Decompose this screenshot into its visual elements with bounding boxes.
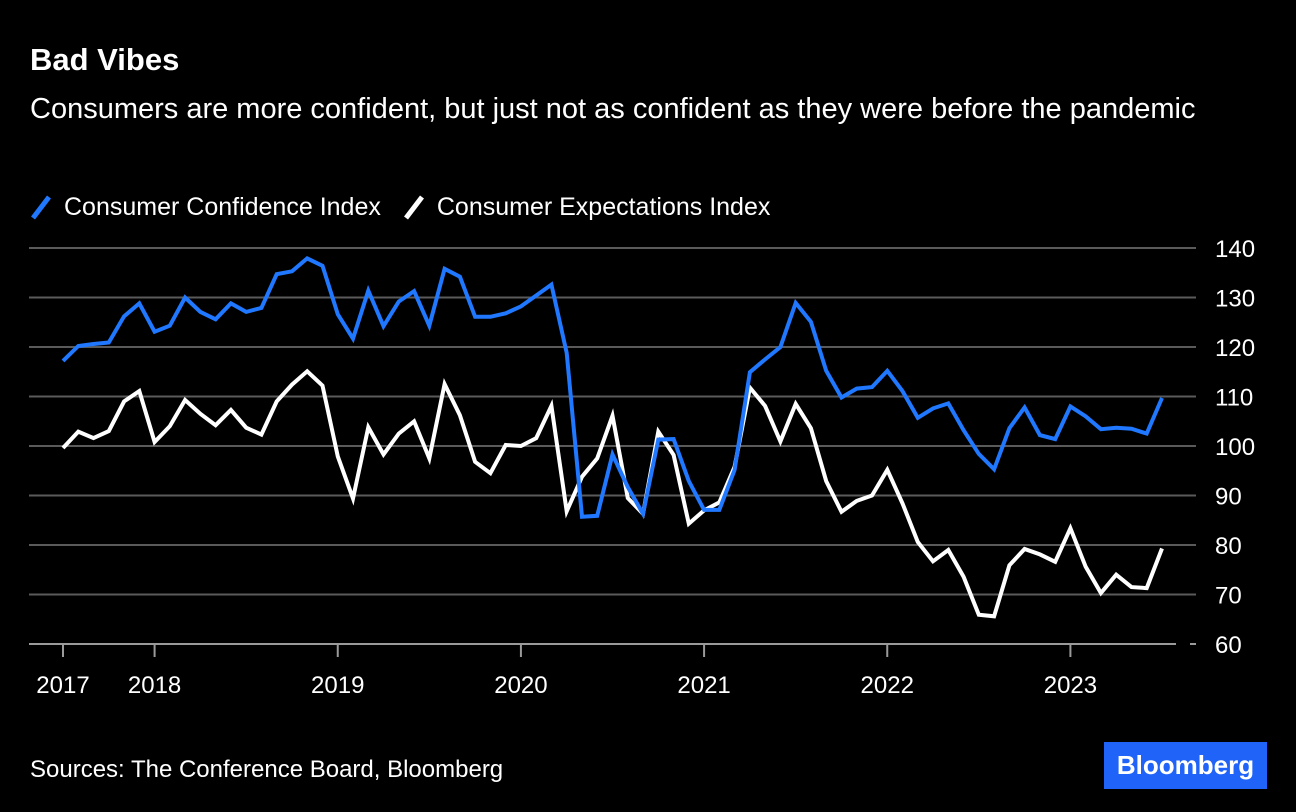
- legend-swatch-confidence: [31, 195, 51, 220]
- x-tick-label: 2022: [861, 672, 914, 699]
- x-tick-label: 2020: [494, 672, 547, 699]
- x-tick-label: 2023: [1044, 672, 1097, 699]
- x-tick-label: 2021: [677, 672, 730, 699]
- y-tick-label: 60: [1215, 632, 1242, 659]
- x-tick-label: 2018: [128, 672, 181, 699]
- y-tick-label: 70: [1215, 583, 1242, 610]
- chart-title: Bad Vibes: [30, 42, 180, 77]
- source-note: Sources: The Conference Board, Bloomberg: [30, 756, 504, 783]
- y-tick-label: 100: [1215, 434, 1255, 461]
- x-tick-label: 2017: [36, 672, 89, 699]
- chart-subtitle: Consumers are more confident, but just n…: [30, 93, 1196, 125]
- legend-label-expectations: Consumer Expectations Index: [436, 192, 771, 221]
- legend-item-expectations: Consumer Expectations Index: [403, 192, 771, 222]
- x-tick-label: 2019: [311, 672, 364, 699]
- y-tick-label: 110: [1215, 385, 1253, 412]
- y-tick-label: 90: [1215, 484, 1242, 511]
- legend-label-confidence: Consumer Confidence Index: [64, 192, 381, 221]
- series-line-consumer-expectations: [61, 368, 1164, 619]
- bloomberg-logo: Bloomberg: [1104, 742, 1267, 789]
- legend-item-confidence: Consumer Confidence Index: [30, 192, 381, 222]
- y-tick-label: 130: [1215, 286, 1255, 313]
- legend: Consumer Confidence Index Consumer Expec…: [30, 190, 792, 224]
- legend-swatch-expectations: [403, 195, 424, 220]
- y-tick-label: 120: [1215, 335, 1255, 362]
- y-tick-label: 80: [1215, 533, 1242, 560]
- series-line-consumer-confidence: [61, 256, 1164, 520]
- y-tick-label: 140: [1215, 236, 1255, 263]
